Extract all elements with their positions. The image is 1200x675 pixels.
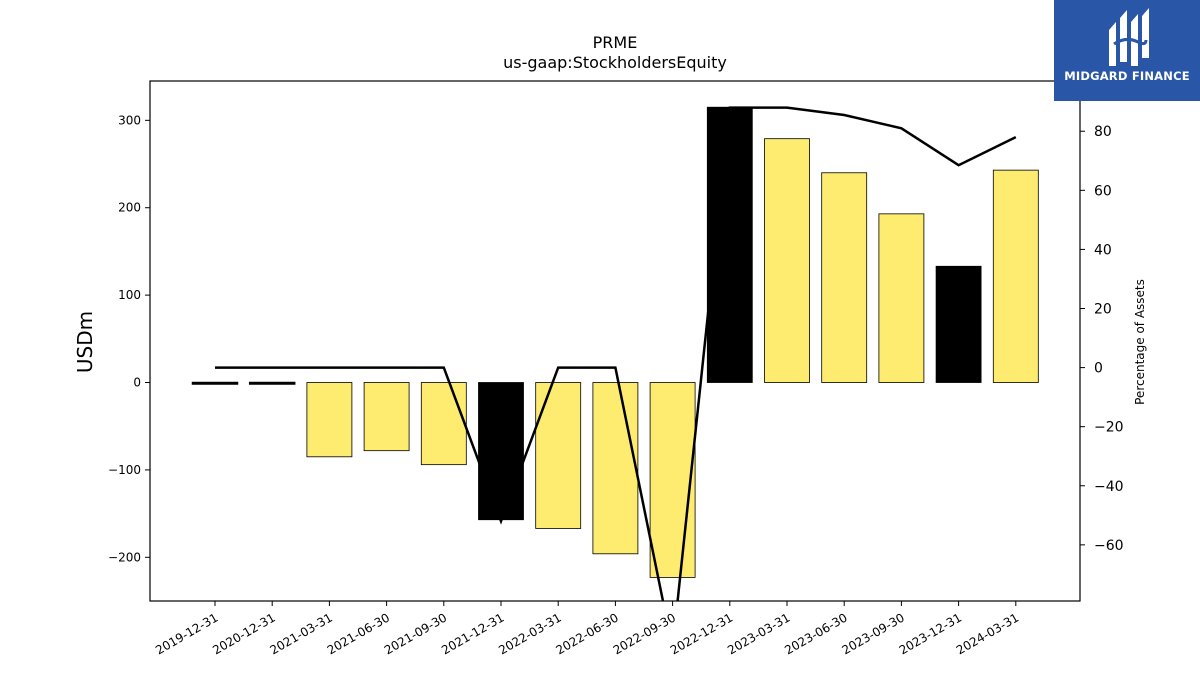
bar — [992, 169, 1039, 383]
x-tick-label: 2021-06-30 — [325, 610, 392, 657]
y2-tick-label: −40 — [1094, 479, 1124, 495]
bar — [878, 213, 925, 383]
bar — [535, 382, 582, 529]
x-tick-label: 2022-12-31 — [668, 610, 735, 657]
bar — [592, 382, 639, 555]
x-tick-label: 2024-03-31 — [954, 610, 1021, 657]
bar — [935, 265, 982, 383]
bar — [420, 382, 467, 466]
y2-tick-label: −20 — [1094, 420, 1124, 436]
x-tick-label: 2022-09-30 — [611, 610, 678, 657]
x-tick-label: 2022-06-30 — [553, 610, 620, 657]
y-tick-label: −200 — [108, 550, 141, 564]
x-tick-label: 2022-03-31 — [496, 610, 563, 657]
x-tick-label: 2020-12-31 — [210, 610, 277, 657]
bar — [821, 172, 868, 383]
x-tick-label: 2023-12-31 — [897, 610, 964, 657]
bar — [191, 381, 239, 385]
x-tick-label: 2021-09-30 — [382, 610, 449, 657]
y2-tick-label: 0 — [1094, 361, 1103, 377]
y-tick-label: 0 — [133, 376, 141, 390]
x-tick-label: 2021-12-31 — [439, 610, 506, 657]
y2-tick-label: 60 — [1094, 183, 1112, 199]
x-tick-label: 2023-06-30 — [782, 610, 849, 657]
logo-mark-icon — [1109, 8, 1149, 66]
y-tick-label: 100 — [118, 288, 141, 302]
y-tick-label: −100 — [108, 463, 141, 477]
x-tick-label: 2021-03-31 — [267, 610, 334, 657]
y-tick-label: 300 — [118, 113, 141, 127]
chart-title: PRME — [593, 33, 638, 52]
y-tick-label: 200 — [118, 201, 141, 215]
x-tick-label: 2019-12-31 — [153, 610, 220, 657]
bar-series — [191, 106, 1039, 578]
x-tick-label: 2023-09-30 — [839, 610, 906, 657]
y2-tick-label: 20 — [1094, 302, 1112, 318]
midgard-finance-logo: MIDGARD FINANCE — [1054, 0, 1200, 101]
bar — [478, 382, 524, 521]
logo-text: MIDGARD FINANCE — [1064, 69, 1190, 83]
y2-axis-label: Percentage of Assets — [1133, 279, 1147, 405]
bar — [248, 381, 296, 385]
y2-tick-label: 80 — [1094, 124, 1112, 140]
x-tick-label: 2023-03-31 — [725, 610, 792, 657]
percentage-line-series — [215, 106, 1017, 601]
series-line — [215, 106, 1017, 601]
bar — [306, 382, 353, 458]
y2-tick-label: 40 — [1094, 242, 1112, 258]
y-axis-label: USDm — [73, 311, 97, 373]
bar — [649, 382, 696, 578]
bar — [764, 138, 810, 383]
y2-tick-label: −60 — [1094, 538, 1124, 554]
bar — [363, 382, 410, 452]
chart-subtitle: us-gaap:StockholdersEquity — [503, 53, 727, 72]
